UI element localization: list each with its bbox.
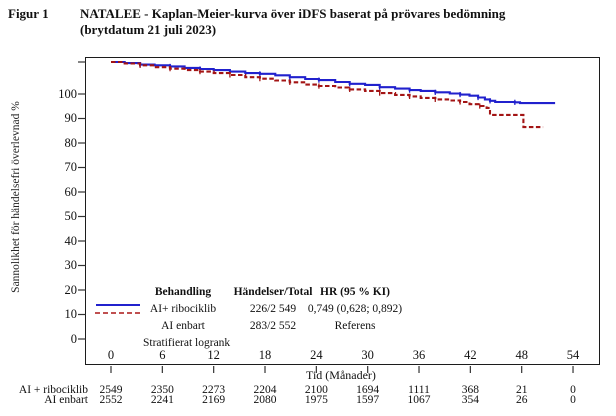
y-axis-title: Sannolikhet för händelsefri överlevnad %	[10, 101, 22, 293]
y-tick-label: 40	[64, 233, 78, 248]
legend-cell-text: 0,749 (0,628; 0,892)	[307, 302, 403, 315]
legend-cell: Händelser/Total	[223, 286, 323, 298]
legend-cell: 226/2 549	[223, 303, 323, 315]
at-risk-count: 26	[515, 394, 528, 406]
at-risk-count: 1111	[408, 384, 430, 396]
at-risk-count: 368	[461, 384, 479, 396]
at-risk-count: 0	[570, 394, 576, 406]
legend-swatch-cell	[93, 334, 143, 351]
legend-row: Stratifierat logrank	[93, 334, 387, 351]
figure-title: NATALEE - Kaplan-Meier-kurva över iDFS b…	[80, 6, 600, 38]
x-tick-label: 30	[361, 348, 374, 362]
figure-label: Figur 1	[8, 6, 49, 21]
at-risk-count: 1694	[356, 384, 380, 396]
legend-header-row: Behandling Händelser/Total HR (95 % KI)	[93, 283, 390, 300]
y-tick-label: 70	[64, 160, 78, 174]
legend-table: Behandling Händelser/Total HR (95 % KI) AI+…	[93, 283, 402, 351]
at-risk-count: 21	[515, 384, 528, 396]
at-risk-count: 2204	[253, 384, 277, 396]
legend-cell: AI enbart	[143, 320, 223, 332]
at-risk-count: 354	[461, 394, 479, 406]
legend-row: AI+ ribociklib 226/2 549 0,749 (0,628; 0,8…	[93, 300, 402, 317]
legend-swatch-cell	[93, 300, 143, 317]
legend-cell-text: AI enbart	[161, 319, 205, 332]
x-tick-label: 54	[566, 348, 580, 362]
y-tick-label: 20	[64, 282, 78, 297]
legend-cell-text: AI+ ribociklib	[149, 302, 217, 315]
x-tick-label: 42	[464, 348, 477, 362]
legend-cell: 283/2 552	[223, 320, 323, 332]
x-tick-label: 36	[412, 348, 426, 362]
legend-cell: Stratifierat logrank	[143, 337, 230, 349]
legend-cell: Behandling	[143, 286, 223, 298]
legend-row: AI enbart 283/2 552 Referens	[93, 317, 387, 334]
x-tick-label: 48	[515, 348, 528, 362]
y-tick-label: 80	[64, 135, 78, 150]
legend-cell: Referens	[323, 320, 387, 332]
at-risk-count: 2549	[99, 384, 123, 396]
legend-cell-text: HR (95 % KI)	[320, 285, 390, 298]
y-tick-label: 10	[64, 307, 78, 321]
legend-swatch-cell	[93, 283, 143, 300]
y-tick-label: 50	[64, 209, 78, 223]
x-axis-title: Tid (Månader)	[306, 368, 376, 382]
at-risk-count: 2350	[150, 384, 174, 396]
legend-cell-text: Händelser/Total	[233, 285, 313, 298]
at-risk-count: 2552	[99, 394, 123, 406]
at-risk-count: 1975	[304, 394, 328, 406]
x-tick-label: 18	[258, 348, 272, 362]
at-risk-row-label: AI + ribociklib	[18, 384, 88, 396]
legend-cell: 0,749 (0,628; 0,892)	[308, 303, 402, 315]
at-risk-row-label: AI enbart	[44, 394, 88, 406]
legend-cell-text: 283/2 552	[249, 319, 297, 332]
legend-cell-text: Behandling	[154, 285, 212, 298]
at-risk-count: 2241	[150, 394, 174, 406]
at-risk-count: 1597	[356, 394, 380, 406]
legend-cell: AI+ ribociklib	[143, 303, 223, 315]
y-tick-label: 30	[64, 258, 78, 272]
at-risk-count: 1067	[407, 394, 431, 406]
x-tick-label: 24	[310, 348, 323, 362]
at-risk-count: 2080	[253, 394, 277, 406]
legend-swatch-cell	[93, 317, 143, 334]
legend-cell-text: Stratifierat logrank	[143, 336, 231, 349]
at-risk-count: 2100	[304, 384, 328, 396]
y-tick-label: 60	[64, 184, 78, 199]
legend-line-dashed-red	[95, 312, 141, 314]
legend-cell-text: 226/2 549	[249, 302, 297, 315]
x-tick-label: 6	[159, 348, 166, 362]
y-tick-label: 0	[70, 331, 77, 346]
x-tick-label: 12	[207, 348, 220, 362]
legend-cell: HR (95 % KI)	[320, 285, 390, 298]
at-risk-count: 2273	[202, 384, 226, 396]
legend-cell-text: Referens	[334, 319, 376, 332]
legend-line-solid-blue	[96, 304, 140, 306]
figure-title-line2: (brytdatum 21 juli 2023)	[80, 22, 217, 37]
x-tick-label: 0	[107, 348, 115, 362]
at-risk-count: 2169	[202, 394, 226, 406]
at-risk-count: 0	[570, 384, 576, 396]
y-tick-label: 100	[58, 86, 77, 101]
y-tick-label: 90	[64, 111, 78, 125]
figure-title-line1: NATALEE - Kaplan-Meier-kurva över iDFS b…	[80, 6, 506, 21]
